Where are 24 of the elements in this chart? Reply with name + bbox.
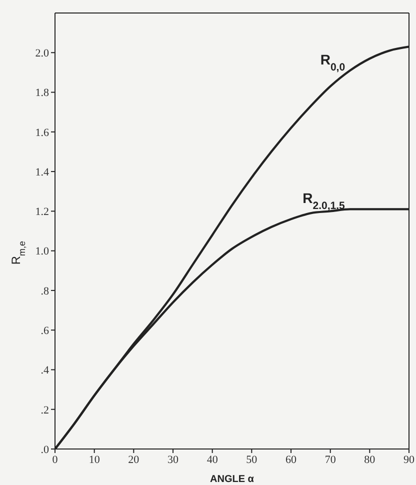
series-label: R$_{2.0,1.5}$ [302,190,346,212]
y-tick-label: .8 [40,285,50,298]
x-tick-label: 30 [168,454,179,466]
y-tick-label: 1.8 [35,87,50,100]
y-tick-label: .4 [40,364,50,377]
x-tick-label: 50 [246,454,258,466]
series-label: R$_{0,0}$ [320,51,346,74]
y-tick-label: 2.0 [35,48,50,60]
y-tick-label: .2 [40,404,49,416]
x-tick-label: 0 [52,454,58,466]
x-tick-label: 70 [324,454,336,466]
y-tick-label: 1.2 [35,206,49,218]
y-tick-label: 1.4 [35,166,50,178]
y-tick-label: .0 [40,444,50,456]
x-axis-title: ANGLE α [210,474,255,485]
x-tick-label: 60 [286,454,297,466]
y-tick-label: 1.0 [35,246,50,258]
y-tick-label: 1.6 [35,126,50,139]
x-tick-label: 10 [88,454,100,466]
y-tick-label: .6 [40,324,50,337]
x-tick-label: 80 [364,454,376,466]
x-tick-label: 20 [128,454,140,466]
x-tick-label: 40 [206,454,218,466]
x-tick-label: 90 [404,454,415,466]
